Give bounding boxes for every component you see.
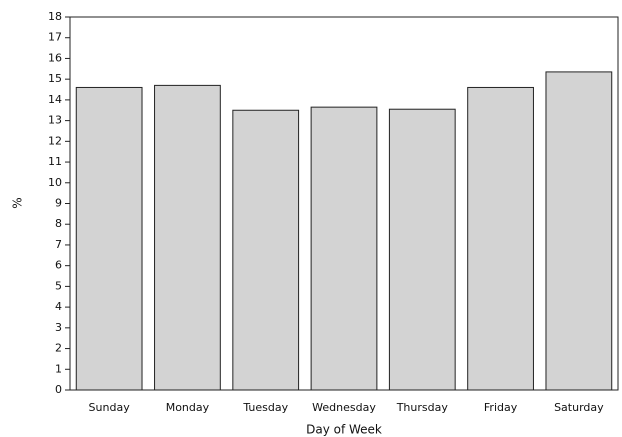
y-tick-label: 6 (55, 259, 62, 272)
bar (232, 109, 300, 391)
x-tick-label: Sunday (89, 401, 131, 414)
y-tick-label: 14 (48, 93, 62, 106)
x-axis-label: Day of Week (306, 423, 382, 437)
x-tick-label: Monday (166, 401, 210, 414)
y-tick-label: 2 (55, 342, 62, 355)
y-tick-label: 11 (48, 155, 62, 168)
y-tick-label: 8 (55, 217, 62, 230)
x-tick-label: Wednesday (312, 401, 376, 414)
y-tick-label: 13 (48, 114, 62, 127)
x-tick-label: Saturday (554, 401, 604, 414)
y-tick-label: 4 (55, 300, 62, 313)
y-tick-label: 7 (55, 238, 62, 251)
bar (310, 106, 378, 391)
y-tick-label: 16 (48, 51, 62, 64)
x-tick-label: Tuesday (242, 401, 288, 414)
y-tick-label: 12 (48, 134, 62, 147)
bar (388, 108, 456, 391)
y-tick-label: 18 (48, 10, 62, 23)
y-tick-label: 10 (48, 176, 62, 189)
y-tick-label: 0 (55, 383, 62, 396)
y-tick-label: 5 (55, 279, 62, 292)
bar (545, 71, 613, 391)
y-tick-label: 9 (55, 197, 62, 210)
y-tick-label: 15 (48, 72, 62, 85)
y-tick-label: 17 (48, 31, 62, 44)
x-tick-label: Friday (484, 401, 518, 414)
x-tick-label: Thursday (396, 401, 449, 414)
bar (154, 84, 221, 391)
y-tick-label: 3 (55, 321, 62, 334)
bar (75, 86, 143, 391)
bar (467, 86, 534, 391)
y-axis-label: % (11, 197, 25, 208)
y-tick-label: 1 (55, 362, 62, 375)
